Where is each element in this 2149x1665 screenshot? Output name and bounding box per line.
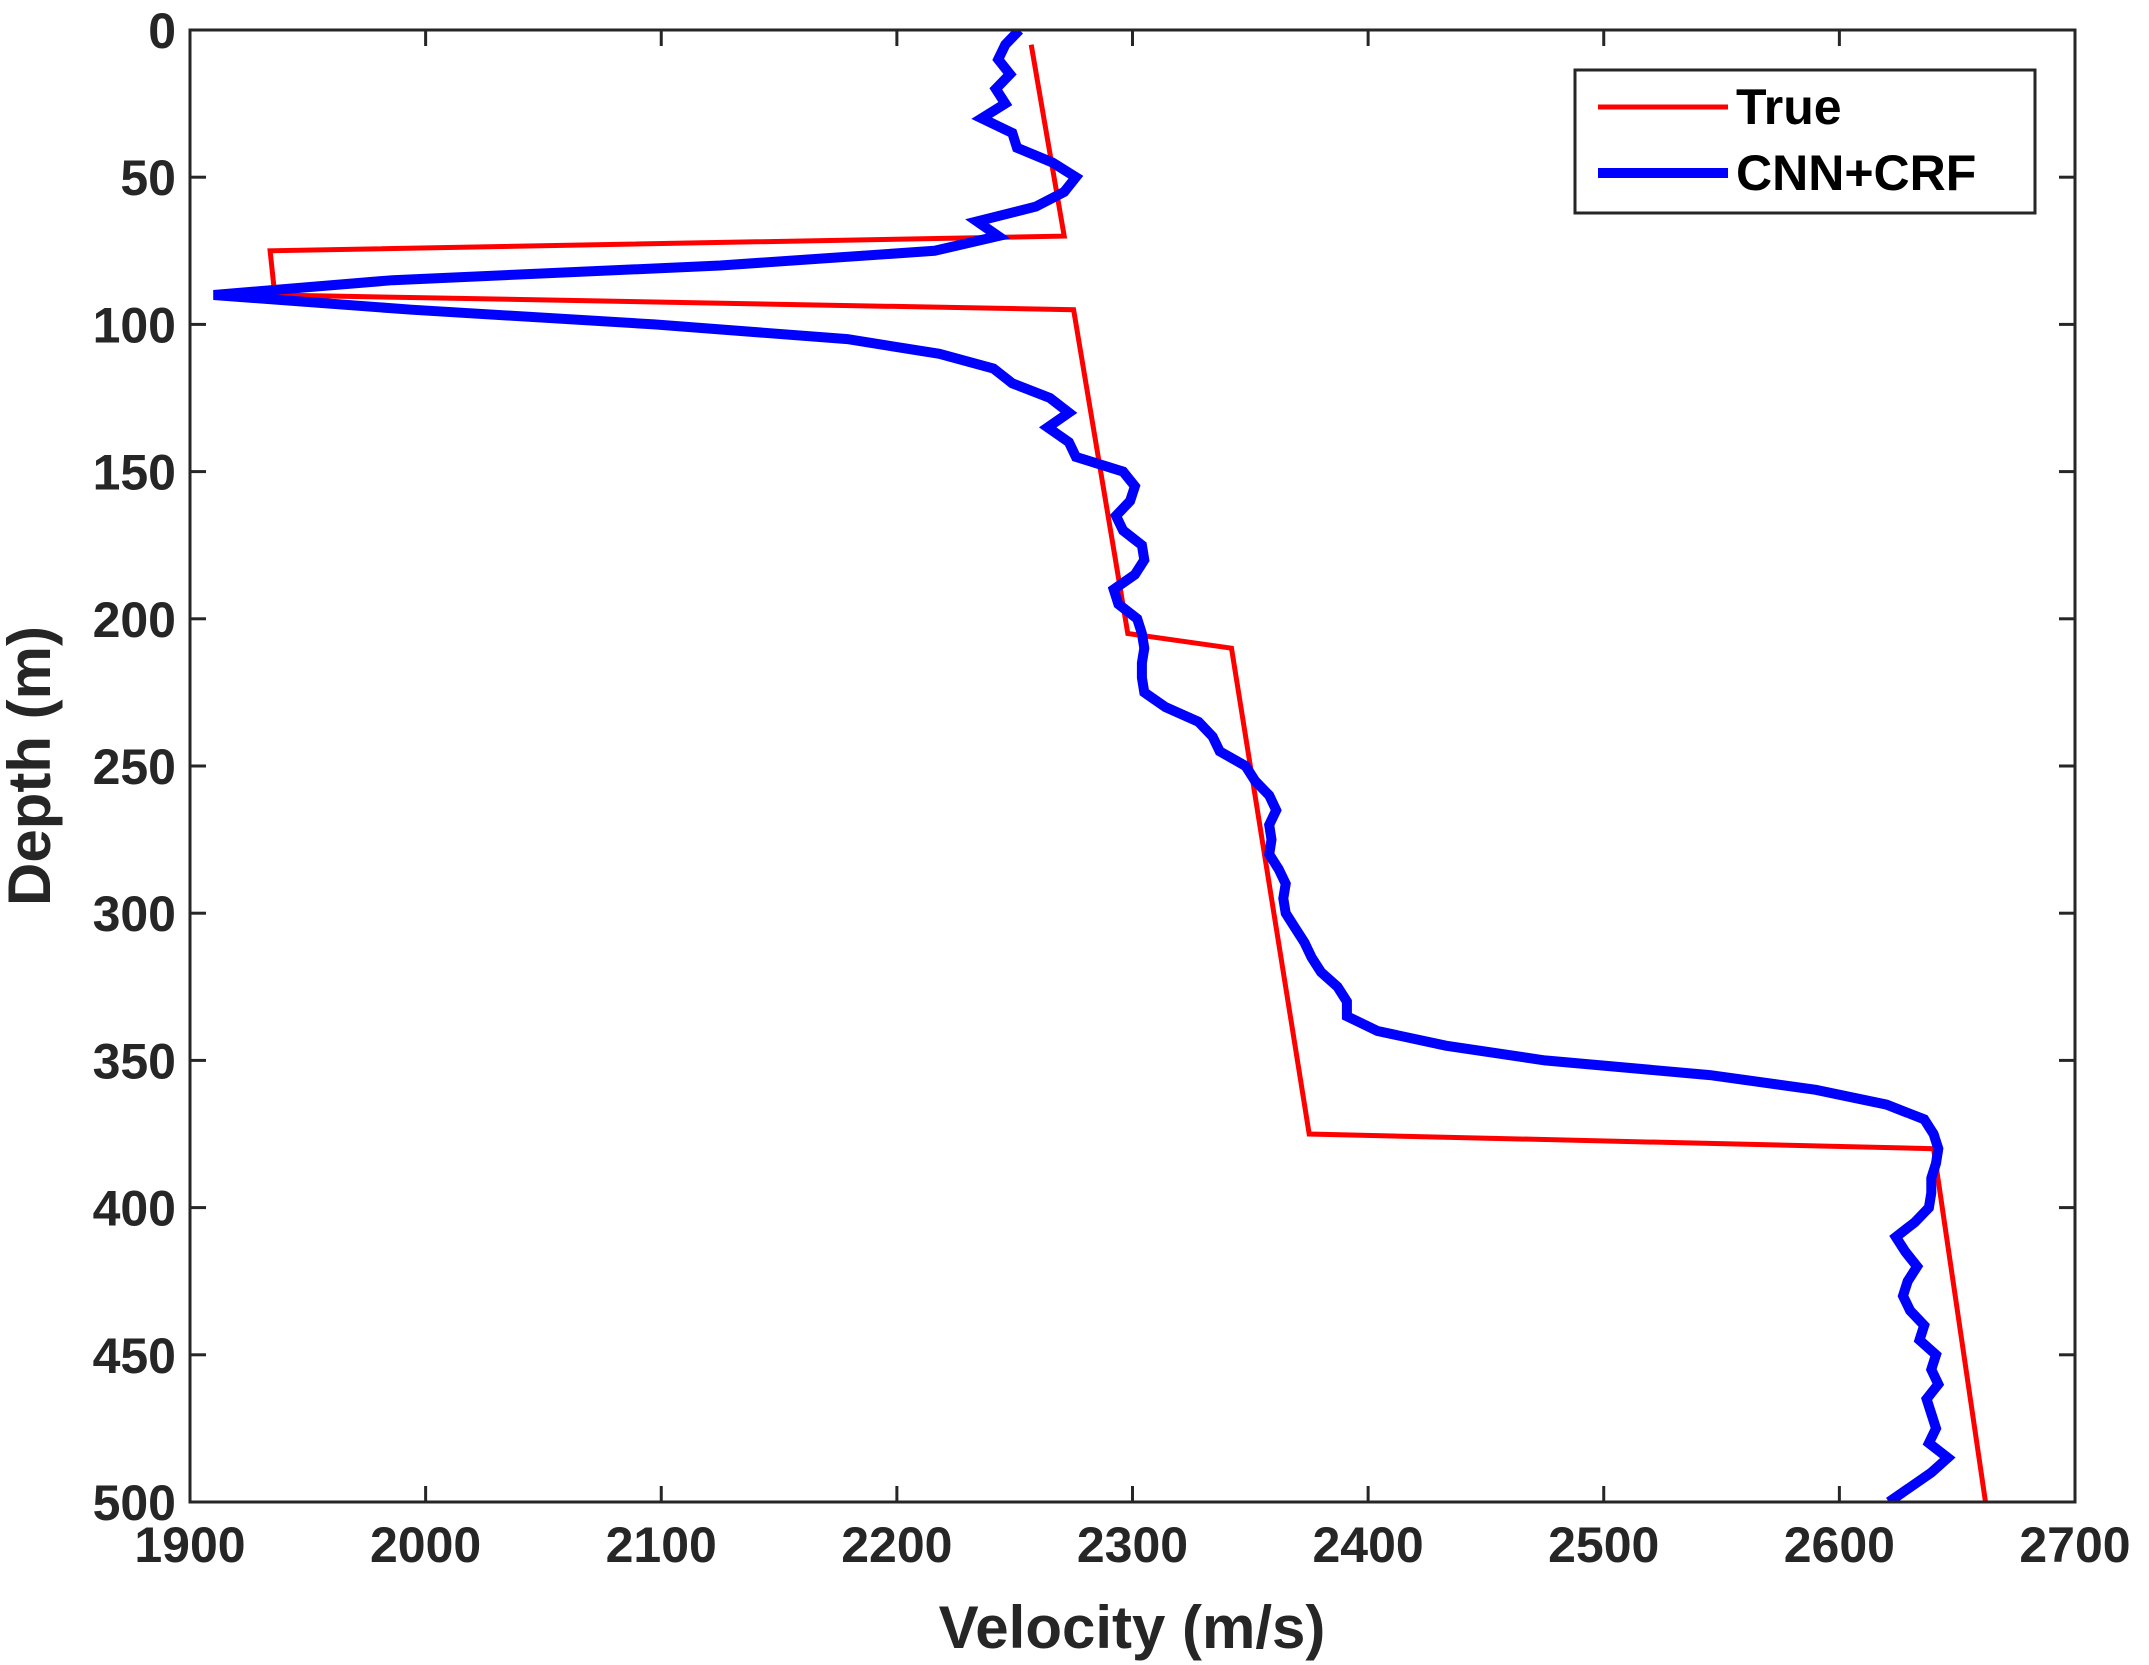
x-tick-label: 2700	[2019, 1517, 2130, 1573]
y-axis-title: Depth (m)	[0, 626, 63, 906]
x-tick-label: 2600	[1784, 1517, 1895, 1573]
series-line-cnn-crf	[213, 30, 1956, 1502]
y-tick-label: 300	[93, 886, 176, 942]
y-tick-label: 150	[93, 445, 176, 501]
x-tick-label: 2000	[370, 1517, 481, 1573]
tick-layer: 1900 2000 2100 2200 2300 2400 2500 2600 2700 0 50 1…	[93, 3, 2131, 1573]
y-tick-label: 0	[148, 3, 176, 59]
legend-cnn-crf-label: CNN+CRF	[1736, 145, 1976, 201]
y-tick-label: 500	[93, 1475, 176, 1531]
y-tick-label: 250	[93, 739, 176, 795]
series-line-true	[267, 44, 1988, 1502]
x-tick-label: 2300	[1077, 1517, 1188, 1573]
legend-true-label: True	[1736, 79, 1842, 135]
y-tick-label: 350	[93, 1033, 176, 1089]
x-tick-label: 2100	[606, 1517, 717, 1573]
x-tick-label: 2200	[841, 1517, 952, 1573]
x-axis-title: Velocity (m/s)	[939, 1594, 1326, 1661]
legend: True CNN+CRF	[1573, 68, 2037, 215]
x-tick-label: 2400	[1313, 1517, 1424, 1573]
x-tick-label: 1900	[134, 1517, 245, 1573]
legend-box	[1573, 68, 2037, 215]
y-tick-label: 450	[93, 1328, 176, 1384]
x-tick-label: 2500	[1548, 1517, 1659, 1573]
y-tick-label: 200	[93, 592, 176, 648]
y-tick-label: 400	[93, 1181, 176, 1237]
series-layer	[213, 30, 1988, 1502]
y-tick-label: 50	[120, 150, 176, 206]
y-tick-label: 100	[93, 297, 176, 353]
